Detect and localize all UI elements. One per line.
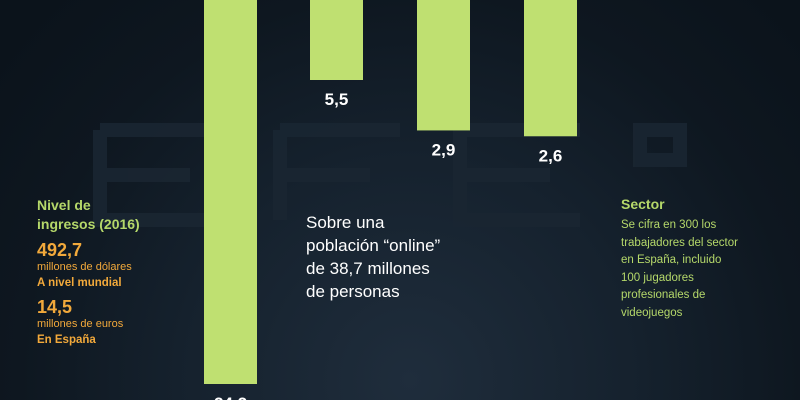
sector-line6: videojuegos (621, 306, 683, 319)
sector-line5: profesionales de (621, 289, 706, 301)
spain-unit: millones de euros (37, 318, 124, 330)
bar-1 (310, 0, 363, 80)
global-unit: millones de dólares (37, 261, 132, 273)
sector-line4: 100 jugadores (621, 271, 694, 284)
income-panel: Nivel de ingresos (2016) 492,7 millones … (37, 196, 207, 348)
bar-3 (524, 0, 577, 137)
spain-value: 14,5 (37, 297, 73, 317)
sector-line3: en España, incluido (621, 254, 722, 266)
population-line2: población “online” (306, 236, 441, 255)
bar-2 (417, 0, 470, 131)
population-line3: de 38,7 millones (306, 259, 430, 278)
income-heading-line2: ingresos (2016) (37, 216, 140, 232)
sector-line1: Se cifra en 300 los (621, 219, 717, 231)
sector-line2: trabajadores del sector (621, 236, 738, 249)
bar-value-label-1: 5,5 (325, 90, 349, 109)
sector-panel: Sector Se cifra en 300 los trabajadores … (621, 195, 771, 322)
bar-value-label-3: 2,6 (539, 146, 563, 165)
population-line1: Sobre una (306, 213, 385, 232)
global-value: 492,7 (37, 240, 83, 260)
efe-watermark (93, 123, 687, 227)
sector-heading: Sector (621, 196, 665, 212)
bar-value-label-2: 2,9 (432, 140, 456, 159)
income-heading-line1: Nivel de (37, 197, 91, 213)
global-label: A nivel mundial (37, 277, 122, 289)
bar-value-label-0: 24,2 (214, 394, 247, 400)
bar-0 (204, 0, 257, 384)
population-line4: de personas (306, 282, 400, 301)
population-note: Sobre una población “online” de 38,7 mil… (306, 211, 506, 303)
spain-label: En España (37, 334, 96, 346)
